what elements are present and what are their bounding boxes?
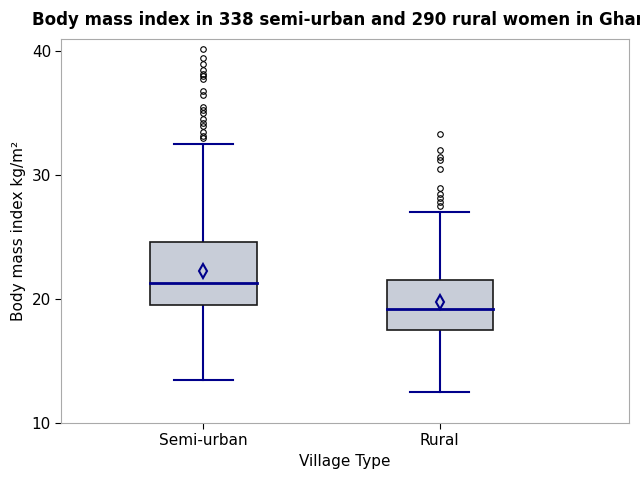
Title: Body mass index in 338 semi-urban and 290 rural women in Ghana: Body mass index in 338 semi-urban and 29… — [32, 11, 640, 29]
Bar — [150, 242, 257, 305]
Bar — [387, 280, 493, 330]
Y-axis label: Body mass index kg/m²: Body mass index kg/m² — [11, 141, 26, 321]
X-axis label: Village Type: Village Type — [300, 454, 391, 469]
